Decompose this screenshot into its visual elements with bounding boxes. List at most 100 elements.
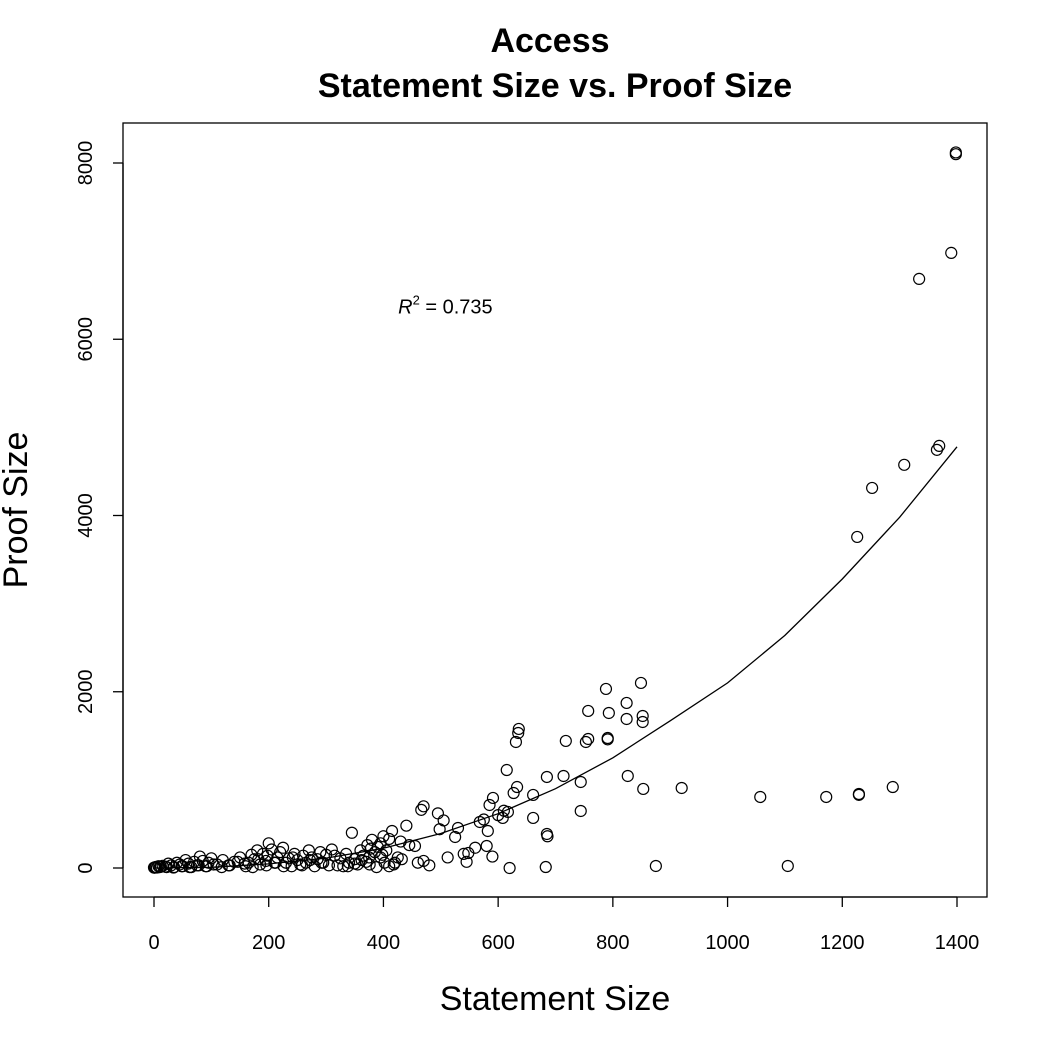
data-point	[557, 769, 570, 783]
data-point	[260, 859, 273, 872]
data-point	[620, 696, 633, 710]
data-point	[621, 769, 634, 783]
x-axis: 0 200 400 600 800 1000 1200 1400	[148, 896, 980, 954]
data-point	[579, 735, 592, 749]
data-point	[460, 855, 473, 868]
data-point	[192, 859, 205, 872]
data-point	[348, 857, 361, 870]
plot-frame	[122, 122, 988, 898]
data-point	[866, 481, 879, 495]
data-point	[675, 781, 688, 795]
x-axis-label: Statement Size	[440, 980, 671, 1018]
data-point	[322, 859, 336, 872]
data-point	[898, 458, 911, 471]
data-point	[377, 830, 390, 843]
data-point	[441, 851, 454, 864]
data-point	[851, 530, 864, 544]
data-point	[933, 439, 946, 452]
data-point	[820, 790, 833, 804]
data-point	[394, 835, 407, 848]
data-point	[582, 704, 595, 718]
data-point	[486, 791, 500, 805]
data-point	[341, 860, 354, 873]
data-point	[175, 860, 188, 873]
data-point	[334, 852, 347, 865]
data-point	[400, 819, 413, 832]
y-tick-label: 8000	[75, 141, 97, 186]
data-point	[449, 830, 462, 844]
data-point	[781, 859, 794, 873]
data-point	[295, 859, 309, 872]
x-tick-label: 800	[596, 932, 629, 954]
data-point	[509, 735, 523, 749]
data-point	[370, 861, 383, 874]
data-point	[559, 734, 572, 748]
data-point	[431, 807, 445, 820]
data-point	[620, 712, 633, 726]
data-point	[886, 780, 899, 794]
data-point	[354, 844, 367, 857]
data-point	[599, 682, 613, 696]
x-tick-label: 1200	[820, 932, 865, 954]
x-tick-label: 1400	[935, 932, 980, 954]
x-tick-label: 600	[481, 932, 514, 954]
data-point	[481, 824, 494, 838]
data-point	[913, 272, 926, 285]
data-point	[462, 846, 475, 860]
data-point	[527, 788, 540, 802]
data-point	[308, 860, 321, 873]
r-squared-value: = 0.735	[420, 297, 493, 319]
data-point	[245, 848, 258, 861]
data-point	[949, 148, 962, 161]
fit-curve	[153, 446, 958, 869]
data-point	[385, 824, 399, 838]
data-point	[355, 853, 368, 867]
data-point	[277, 860, 290, 873]
data-point	[417, 854, 430, 868]
chart-title: Access	[490, 22, 609, 60]
y-tick-label: 6000	[75, 317, 97, 362]
data-point	[634, 676, 648, 690]
data-point	[286, 851, 299, 864]
data-point	[483, 798, 496, 812]
r-squared-annotation: R2 = 0.735	[398, 293, 493, 319]
data-point	[415, 803, 428, 816]
data-point	[231, 855, 244, 868]
data-point	[540, 770, 553, 784]
data-point	[200, 860, 213, 873]
y-tick-label: 0	[75, 862, 97, 873]
data-point	[512, 722, 525, 736]
data-point	[403, 838, 416, 852]
x-tick-label: 1000	[705, 932, 750, 954]
chart-subtitle: Statement Size vs. Proof Size	[318, 67, 792, 105]
data-point	[486, 850, 499, 863]
data-point	[574, 775, 587, 789]
data-point	[636, 709, 649, 723]
data-point	[601, 733, 614, 746]
data-point	[207, 858, 220, 871]
data-point	[636, 715, 649, 729]
data-point	[574, 804, 587, 818]
y-tick-label: 2000	[75, 670, 97, 715]
data-point	[510, 780, 524, 794]
data-point	[345, 826, 358, 839]
data-point	[852, 788, 866, 801]
data-points	[147, 146, 962, 875]
data-point	[417, 800, 430, 813]
data-point	[512, 726, 525, 740]
y-axis-label: Proof Size	[0, 432, 35, 589]
y-axis: 0 2000 4000 6000 8000	[75, 141, 124, 874]
y-tick-label: 4000	[75, 493, 97, 538]
data-point	[246, 861, 259, 874]
data-point	[451, 821, 465, 835]
data-point	[395, 853, 408, 866]
data-point	[480, 839, 493, 853]
data-point	[411, 856, 424, 869]
data-point	[582, 732, 595, 746]
data-point	[527, 811, 540, 825]
data-point	[930, 443, 944, 456]
data-point	[754, 790, 767, 804]
x-tick-label: 200	[252, 932, 285, 954]
data-point	[315, 856, 328, 869]
